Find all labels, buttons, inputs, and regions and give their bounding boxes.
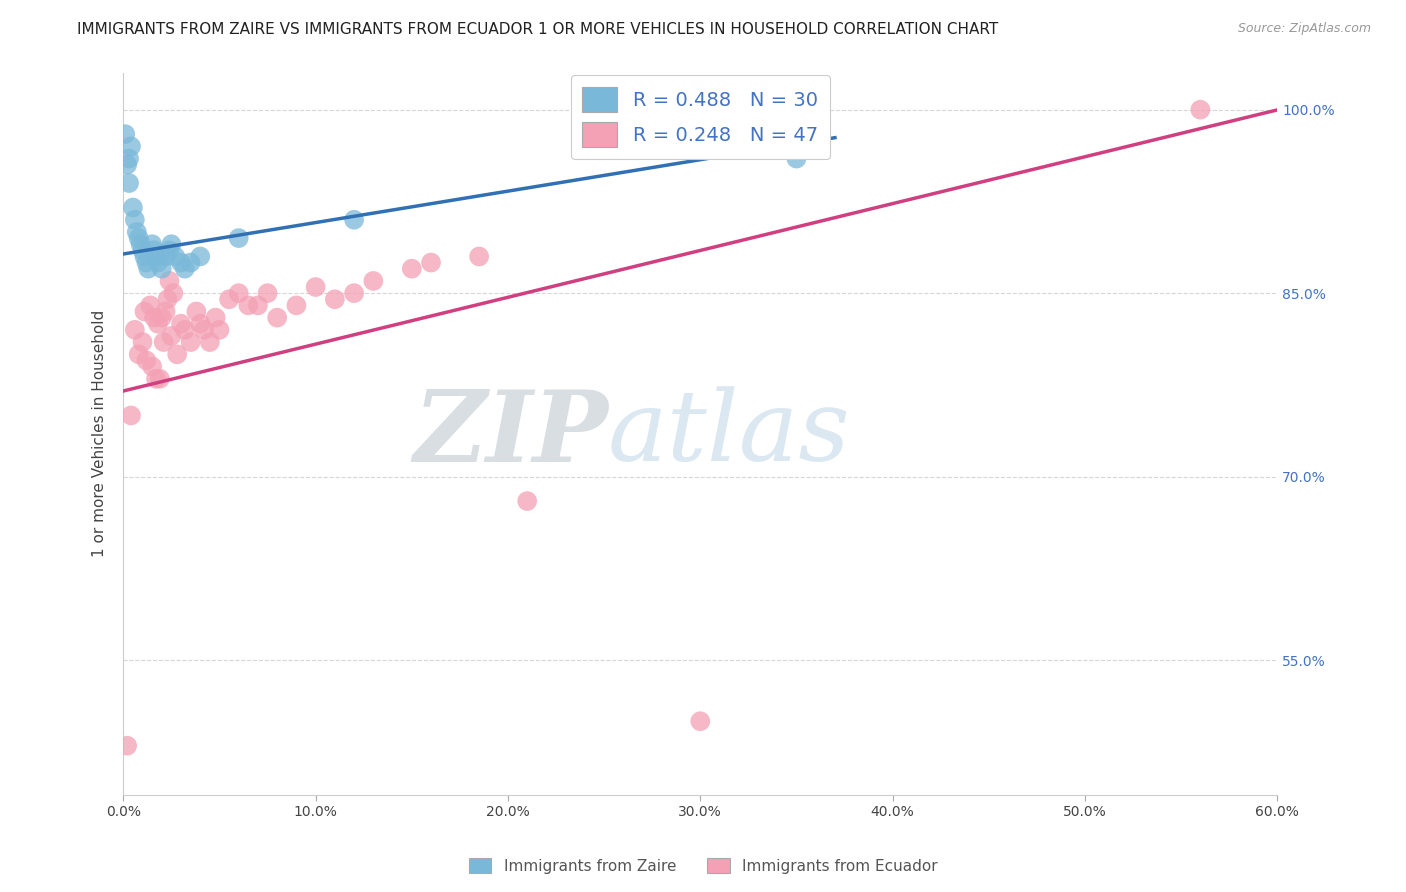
- Point: [115, 739, 138, 753]
- Text: atlas: atlas: [607, 386, 851, 482]
- Point: [146, 255, 169, 269]
- Point: [188, 317, 211, 331]
- Point: [266, 310, 288, 325]
- Point: [159, 274, 181, 288]
- Point: [128, 231, 150, 245]
- Point: [139, 298, 162, 312]
- Point: [180, 334, 202, 349]
- Point: [285, 298, 308, 312]
- Point: [124, 323, 146, 337]
- Point: [141, 359, 163, 374]
- Text: Source: ZipAtlas.com: Source: ZipAtlas.com: [1237, 22, 1371, 36]
- Point: [135, 255, 157, 269]
- Point: [159, 244, 181, 258]
- Point: [134, 304, 156, 318]
- Text: ZIP: ZIP: [413, 385, 607, 482]
- Point: [125, 225, 148, 239]
- Point: [156, 292, 179, 306]
- Point: [145, 249, 167, 263]
- Legend: Immigrants from Zaire, Immigrants from Ecuador: Immigrants from Zaire, Immigrants from E…: [463, 852, 943, 880]
- Point: [173, 261, 195, 276]
- Point: [143, 244, 166, 258]
- Point: [218, 292, 240, 306]
- Y-axis label: 1 or more Vehicles in Household: 1 or more Vehicles in Household: [93, 310, 107, 558]
- Point: [246, 298, 269, 312]
- Point: [128, 347, 150, 361]
- Point: [166, 347, 188, 361]
- Point: [238, 298, 260, 312]
- Legend: R = 0.488   N = 30, R = 0.248   N = 47: R = 0.488 N = 30, R = 0.248 N = 47: [571, 76, 830, 159]
- Point: [160, 237, 183, 252]
- Point: [129, 237, 152, 252]
- Point: [120, 409, 142, 423]
- Point: [170, 255, 193, 269]
- Point: [162, 286, 184, 301]
- Point: [228, 231, 250, 245]
- Point: [343, 286, 366, 301]
- Point: [160, 329, 183, 343]
- Point: [173, 323, 195, 337]
- Point: [343, 212, 366, 227]
- Text: IMMIGRANTS FROM ZAIRE VS IMMIGRANTS FROM ECUADOR 1 OR MORE VEHICLES IN HOUSEHOLD: IMMIGRANTS FROM ZAIRE VS IMMIGRANTS FROM…: [77, 22, 998, 37]
- Point: [122, 201, 145, 215]
- Point: [180, 255, 202, 269]
- Point: [363, 274, 385, 288]
- Point: [188, 249, 211, 263]
- Point: [186, 304, 208, 318]
- Point: [131, 334, 153, 349]
- Point: [193, 323, 215, 337]
- Point: [204, 310, 226, 325]
- Point: [141, 237, 163, 252]
- Point: [115, 158, 138, 172]
- Point: [468, 249, 491, 263]
- Point: [134, 249, 156, 263]
- Point: [149, 372, 172, 386]
- Point: [304, 280, 326, 294]
- Point: [155, 304, 177, 318]
- Point: [208, 323, 231, 337]
- Point: [155, 249, 177, 263]
- Point: [256, 286, 278, 301]
- Point: [150, 261, 173, 276]
- Point: [401, 261, 423, 276]
- Point: [131, 244, 153, 258]
- Point: [124, 212, 146, 227]
- Point: [146, 317, 169, 331]
- Point: [136, 261, 159, 276]
- Point: [120, 139, 142, 153]
- Point: [145, 372, 167, 386]
- Point: [152, 334, 174, 349]
- Point: [228, 286, 250, 301]
- Point: [516, 494, 538, 508]
- Point: [323, 292, 346, 306]
- Point: [689, 714, 711, 729]
- Point: [143, 310, 166, 325]
- Point: [118, 152, 141, 166]
- Point: [785, 152, 807, 166]
- Point: [114, 127, 136, 141]
- Point: [1189, 103, 1212, 117]
- Point: [135, 353, 157, 368]
- Point: [150, 310, 173, 325]
- Point: [118, 176, 141, 190]
- Point: [165, 249, 187, 263]
- Point: [198, 334, 221, 349]
- Point: [170, 317, 193, 331]
- Point: [420, 255, 443, 269]
